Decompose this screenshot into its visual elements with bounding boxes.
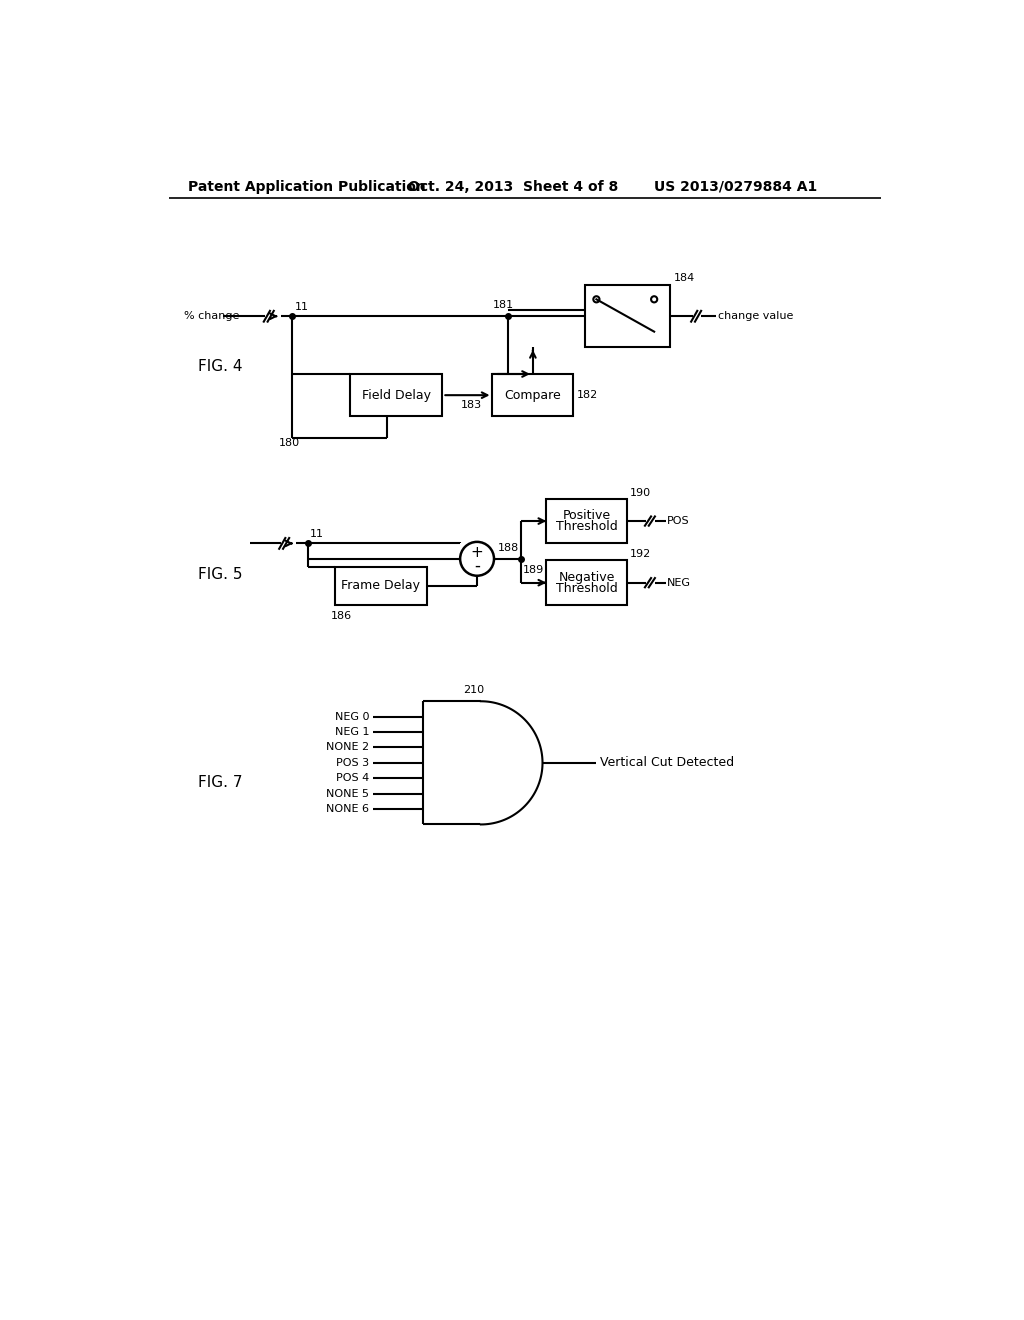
Text: Compare: Compare — [505, 388, 561, 401]
Text: -: - — [474, 557, 480, 574]
Text: Threshold: Threshold — [556, 520, 617, 533]
FancyBboxPatch shape — [350, 374, 442, 416]
Text: NEG 0: NEG 0 — [335, 711, 370, 722]
Text: NONE 6: NONE 6 — [327, 804, 370, 814]
Text: NEG: NEG — [668, 578, 691, 587]
Text: 210: 210 — [463, 685, 483, 696]
Text: US 2013/0279884 A1: US 2013/0279884 A1 — [654, 180, 817, 194]
Text: NONE 5: NONE 5 — [327, 788, 370, 799]
Text: 11: 11 — [310, 529, 324, 539]
Text: FIG. 7: FIG. 7 — [199, 775, 243, 789]
Text: 190: 190 — [630, 487, 650, 498]
Text: POS 4: POS 4 — [336, 774, 370, 783]
Text: Field Delay: Field Delay — [361, 388, 431, 401]
Text: 188: 188 — [498, 543, 519, 553]
FancyBboxPatch shape — [493, 374, 573, 416]
Text: Positive: Positive — [563, 510, 611, 523]
Polygon shape — [481, 701, 543, 825]
Text: POS 3: POS 3 — [336, 758, 370, 768]
Text: 184: 184 — [674, 273, 694, 282]
Text: 192: 192 — [630, 549, 651, 560]
Text: 189: 189 — [523, 565, 545, 574]
FancyBboxPatch shape — [585, 285, 670, 347]
Text: Threshold: Threshold — [556, 582, 617, 594]
Text: FIG. 4: FIG. 4 — [199, 359, 243, 374]
FancyBboxPatch shape — [547, 561, 628, 605]
Text: 181: 181 — [493, 301, 514, 310]
Text: % change: % change — [184, 312, 240, 321]
Text: 182: 182 — [578, 391, 598, 400]
Text: NONE 2: NONE 2 — [326, 742, 370, 752]
Text: Oct. 24, 2013  Sheet 4 of 8: Oct. 24, 2013 Sheet 4 of 8 — [408, 180, 618, 194]
Text: 11: 11 — [295, 302, 308, 312]
Text: Vertical Cut Detected: Vertical Cut Detected — [600, 756, 734, 770]
Text: Frame Delay: Frame Delay — [341, 579, 420, 593]
Text: 186: 186 — [331, 611, 352, 620]
Text: Patent Application Publication: Patent Application Publication — [188, 180, 426, 194]
Text: +: + — [471, 545, 483, 560]
Text: Negative: Negative — [559, 570, 615, 583]
Text: 183: 183 — [461, 400, 482, 411]
Text: POS: POS — [668, 516, 690, 527]
FancyBboxPatch shape — [335, 566, 427, 605]
Text: NEG 1: NEG 1 — [335, 727, 370, 737]
Text: FIG. 5: FIG. 5 — [199, 566, 243, 582]
Text: 180: 180 — [279, 438, 300, 449]
Text: change value: change value — [718, 312, 794, 321]
FancyBboxPatch shape — [547, 499, 628, 544]
